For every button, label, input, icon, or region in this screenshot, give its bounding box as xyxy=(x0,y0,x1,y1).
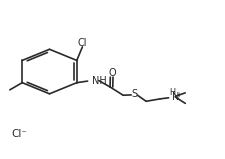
Text: NH: NH xyxy=(92,76,106,86)
Text: S: S xyxy=(132,90,138,99)
Text: Cl: Cl xyxy=(78,38,87,48)
Text: O: O xyxy=(109,68,116,78)
Text: Cl⁻: Cl⁻ xyxy=(11,129,27,138)
Text: H: H xyxy=(169,88,175,97)
Text: +: + xyxy=(176,92,182,98)
Text: N: N xyxy=(172,92,180,102)
